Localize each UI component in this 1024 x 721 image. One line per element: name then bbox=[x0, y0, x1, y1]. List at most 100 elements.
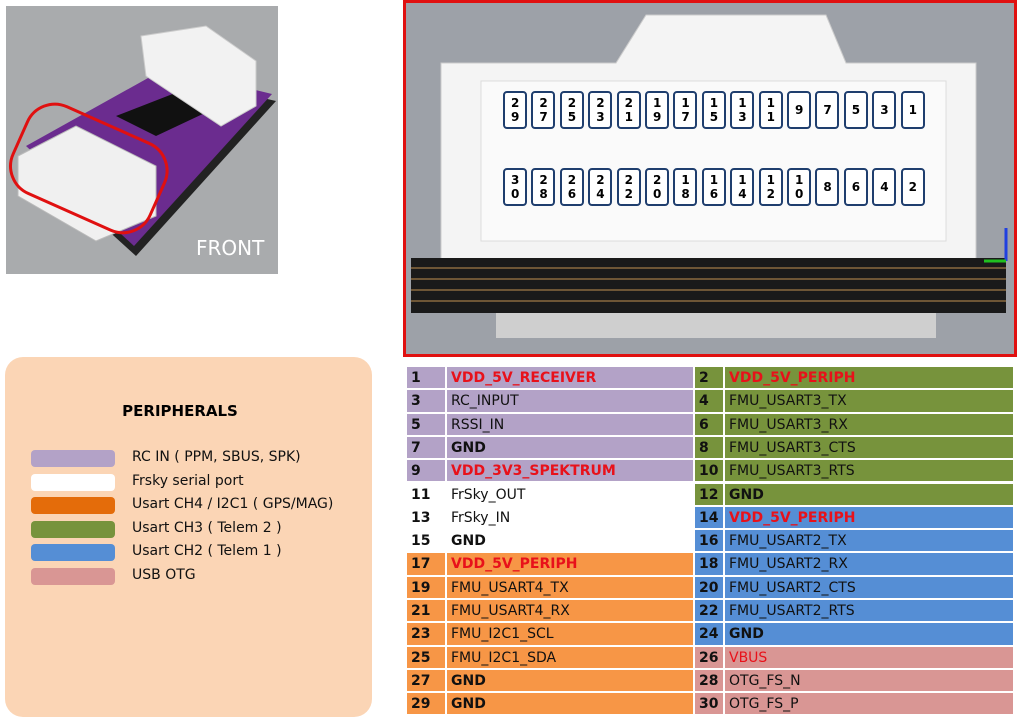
signal-cell: FMU_USART3_RX bbox=[724, 412, 1014, 436]
pin-cell: 12 bbox=[694, 482, 724, 506]
legend-title: PERIPHERALS bbox=[122, 402, 238, 420]
pin-box: 19 bbox=[645, 91, 669, 129]
pin-box: 17 bbox=[673, 91, 698, 129]
pin-box: 8 bbox=[815, 168, 840, 206]
pin-box: 1 bbox=[900, 91, 925, 129]
legend-label: Usart CH2 ( Telem 1 ) bbox=[132, 543, 282, 559]
pin-cell: 3 bbox=[406, 389, 446, 413]
signal-cell: RSSI_IN bbox=[446, 412, 694, 436]
pin-cell: 2 bbox=[694, 366, 724, 390]
pin-box: 12 bbox=[758, 168, 783, 206]
pin-box: 14 bbox=[730, 168, 755, 206]
legend-label: USB OTG bbox=[132, 566, 196, 583]
pin-cell: 28 bbox=[694, 668, 724, 693]
pin-number: 16 bbox=[709, 173, 719, 201]
signal-cell: VDD_5V_PERIPH bbox=[724, 366, 1014, 390]
pin-number: 20 bbox=[653, 173, 662, 201]
board-photo: FRONT bbox=[6, 6, 278, 274]
pin-box: 10 bbox=[787, 168, 811, 206]
pin-cell: 20 bbox=[694, 575, 724, 599]
pin-cell: 25 bbox=[406, 645, 446, 669]
pin-number: 12 bbox=[766, 173, 775, 201]
pin-number: 11 bbox=[766, 96, 775, 124]
signal-cell: OTG_FS_P bbox=[724, 692, 1014, 716]
pin-box: 30 bbox=[503, 168, 527, 206]
pin-cell: 8 bbox=[694, 435, 724, 460]
signal-cell: FMU_USART3_RTS bbox=[724, 459, 1014, 483]
signal-cell: FMU_USART2_RTS bbox=[724, 599, 1014, 623]
signal-cell: VBUS bbox=[724, 645, 1014, 669]
pin-cell: 17 bbox=[406, 552, 446, 576]
signal-cell: FMU_USART2_TX bbox=[724, 529, 1014, 553]
pin-cell: 19 bbox=[406, 575, 446, 599]
pin-number: 22 bbox=[624, 173, 633, 201]
signal-cell: FMU_USART3_CTS bbox=[724, 435, 1014, 460]
pin-number: 3 bbox=[880, 103, 889, 117]
pin-number: 15 bbox=[709, 96, 719, 124]
legend-swatch bbox=[31, 544, 115, 561]
pin-table: 1 VDD_5V_RECEIVER 2 VDD_5V_PERIPH 3 RC_INPUT 4… bbox=[406, 366, 1014, 716]
pin-number: 14 bbox=[738, 173, 747, 201]
connector-view: 29 27 25 23 21 19 17 15 13 11 9 7 5 3 1 30 28 26 24 22 20 18 1… bbox=[403, 0, 1017, 357]
pin-cell: 30 bbox=[694, 692, 724, 716]
pin-cell: 16 bbox=[694, 529, 724, 553]
legend-label: RC IN ( PPM, SBUS, SPK) bbox=[132, 449, 301, 465]
legend-label: Usart CH4 / I2C1 ( GPS/MAG) bbox=[132, 496, 334, 512]
legend-swatch bbox=[31, 497, 115, 514]
signal-cell: GND bbox=[724, 482, 1014, 506]
pin-cell: 26 bbox=[694, 645, 724, 669]
pin-cell: 14 bbox=[694, 505, 724, 530]
board-drawing bbox=[9, 25, 276, 256]
pin-cell: 11 bbox=[406, 482, 446, 506]
pin-cell: 4 bbox=[694, 389, 724, 413]
pin-number: 25 bbox=[567, 96, 577, 124]
pin-box: 27 bbox=[531, 91, 556, 129]
pin-number: 8 bbox=[823, 180, 832, 194]
pin-box: 18 bbox=[673, 168, 698, 206]
signal-cell: GND bbox=[446, 692, 694, 716]
signal-cell: VDD_5V_RECEIVER bbox=[446, 366, 694, 390]
signal-cell: FMU_USART4_RX bbox=[446, 599, 694, 623]
pin-number: 28 bbox=[539, 173, 548, 201]
pin-cell: 9 bbox=[406, 459, 446, 483]
pin-box: 22 bbox=[616, 168, 641, 206]
pin-box: 25 bbox=[559, 91, 584, 129]
pin-box: 9 bbox=[787, 91, 811, 129]
signal-cell: FMU_I2C1_SDA bbox=[446, 645, 694, 669]
pin-box: 15 bbox=[701, 91, 726, 129]
signal-cell: GND bbox=[446, 435, 694, 460]
pin-box: 28 bbox=[531, 168, 556, 206]
signal-cell: FMU_USART2_RX bbox=[724, 552, 1014, 576]
pin-cell: 13 bbox=[406, 505, 446, 530]
pin-number: 7 bbox=[823, 103, 832, 117]
signal-cell: VDD_5V_PERIPH bbox=[446, 552, 694, 576]
signal-cell: VDD_5V_PERIPH bbox=[724, 505, 1014, 530]
pin-number: 24 bbox=[596, 173, 605, 201]
pin-cell: 7 bbox=[406, 435, 446, 460]
pin-box: 21 bbox=[616, 91, 641, 129]
legend-swatch bbox=[31, 450, 115, 467]
pin-cell: 24 bbox=[694, 622, 724, 646]
pin-number: 27 bbox=[539, 96, 548, 124]
signal-cell: FMU_I2C1_SCL bbox=[446, 622, 694, 646]
legend-box: PERIPHERALS RC IN ( PPM, SBUS, SPK) Frsky… bbox=[5, 357, 372, 717]
pin-cell: 23 bbox=[406, 622, 446, 646]
pin-cell: 18 bbox=[694, 552, 724, 576]
pin-number: 10 bbox=[795, 173, 804, 201]
signal-cell: FMU_USART2_CTS bbox=[724, 575, 1014, 599]
pin-box: 26 bbox=[559, 168, 584, 206]
pin-box: 7 bbox=[815, 91, 840, 129]
legend-swatch bbox=[31, 520, 115, 538]
pin-cell: 5 bbox=[406, 412, 446, 436]
pin-number: 13 bbox=[738, 96, 747, 124]
pin-cell: 15 bbox=[406, 529, 446, 553]
signal-cell: FrSky_OUT bbox=[446, 482, 694, 506]
pin-number: 18 bbox=[681, 173, 690, 201]
legend-label: Frsky serial port bbox=[132, 472, 244, 489]
signal-cell: GND bbox=[446, 529, 694, 553]
pin-number: 1 bbox=[908, 103, 917, 117]
pin-number: 4 bbox=[880, 180, 889, 194]
signal-cell: GND bbox=[724, 622, 1014, 646]
pin-number: 21 bbox=[624, 96, 633, 124]
